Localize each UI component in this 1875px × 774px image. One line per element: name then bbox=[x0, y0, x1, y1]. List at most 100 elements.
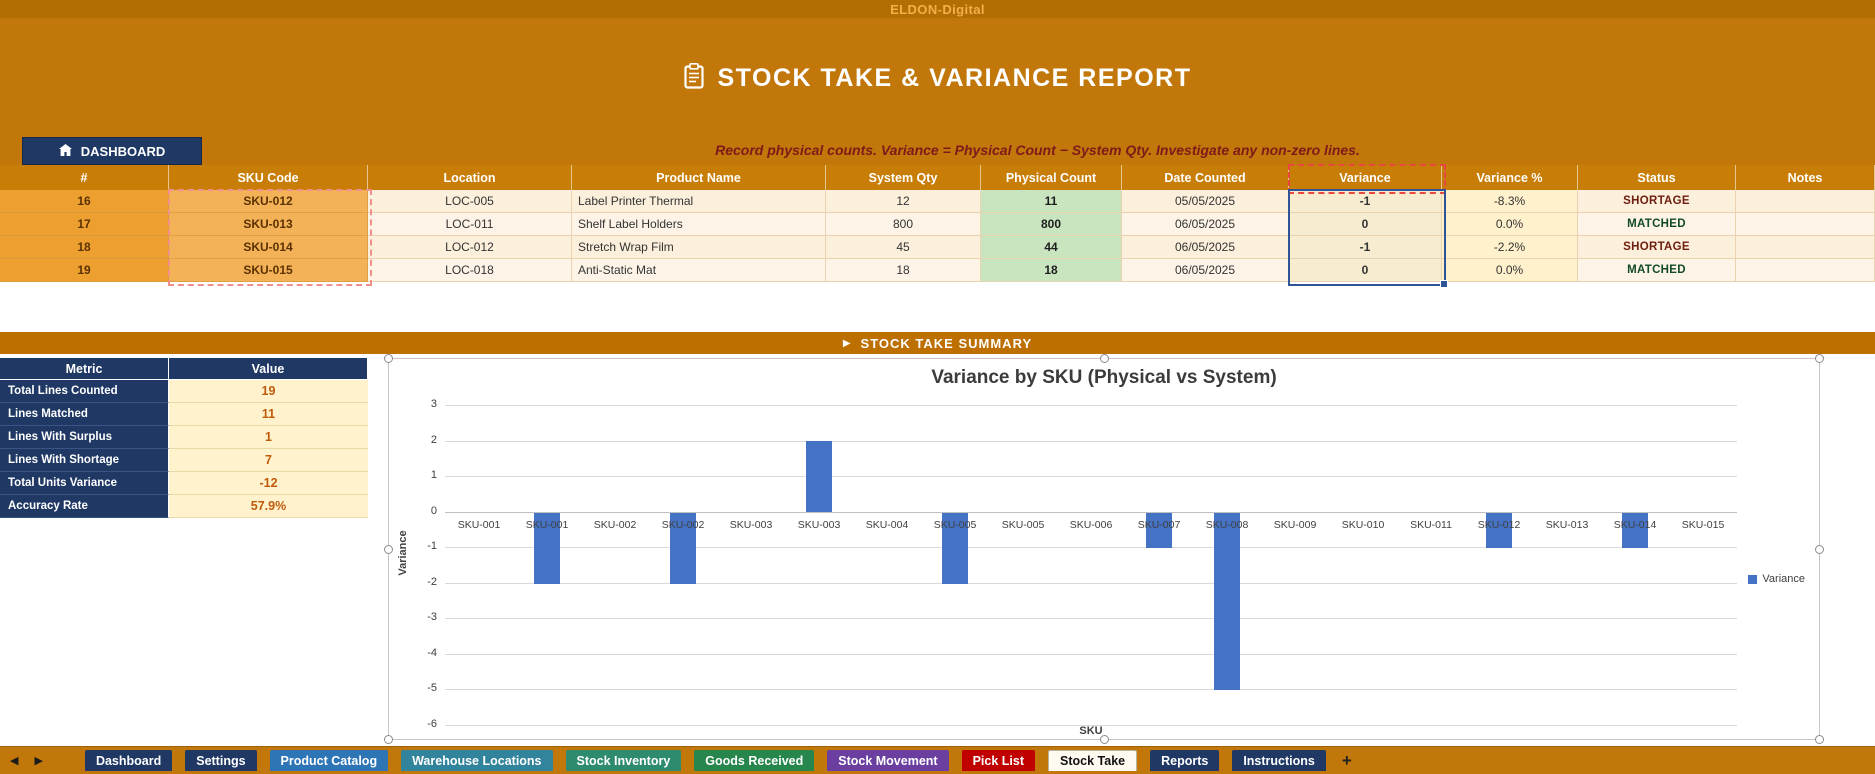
summary-value-cell[interactable]: 1 bbox=[169, 426, 368, 449]
cell-date-counted[interactable]: 05/05/2025 bbox=[1122, 190, 1289, 213]
cell-product-name[interactable]: Anti-Static Mat bbox=[572, 259, 826, 282]
column-header-status[interactable]: Status bbox=[1578, 165, 1736, 190]
chart-resize-handle[interactable] bbox=[1100, 735, 1109, 744]
cell-status[interactable]: SHORTAGE bbox=[1578, 190, 1736, 213]
cell-physical-count[interactable]: 18 bbox=[981, 259, 1122, 282]
column-header-date-counted[interactable]: Date Counted bbox=[1122, 165, 1289, 190]
chart-resize-handle[interactable] bbox=[1815, 545, 1824, 554]
cell-num[interactable]: 16 bbox=[0, 190, 169, 213]
bar-SKU-012[interactable] bbox=[1486, 512, 1512, 548]
cell-product-name[interactable]: Stretch Wrap Film bbox=[572, 236, 826, 259]
fill-handle[interactable] bbox=[1440, 280, 1448, 288]
summary-value-cell[interactable]: 7 bbox=[169, 449, 368, 472]
summary-band[interactable]: ▶ STOCK TAKE SUMMARY bbox=[0, 332, 1875, 354]
bar-SKU-008[interactable] bbox=[1214, 512, 1240, 690]
cell-system-qty[interactable]: 45 bbox=[826, 236, 981, 259]
column-header-variance[interactable]: Variance bbox=[1289, 165, 1442, 190]
summary-metric-cell[interactable]: Total Lines Counted bbox=[0, 380, 169, 403]
cell-date-counted[interactable]: 06/05/2025 bbox=[1122, 236, 1289, 259]
cell-num[interactable]: 17 bbox=[0, 213, 169, 236]
chart-resize-handle[interactable] bbox=[384, 545, 393, 554]
cell-notes[interactable] bbox=[1736, 213, 1875, 236]
column-header-product-name[interactable]: Product Name bbox=[572, 165, 826, 190]
sheet-tab-settings[interactable]: Settings bbox=[185, 750, 257, 771]
cell-variance[interactable]: -1 bbox=[1289, 236, 1442, 259]
cell-status[interactable]: MATCHED bbox=[1578, 259, 1736, 282]
cell-location[interactable]: LOC-005 bbox=[368, 190, 572, 213]
summary-value-cell[interactable]: 11 bbox=[169, 403, 368, 426]
cell-variance[interactable]: -1 bbox=[1289, 190, 1442, 213]
sheet-tab-dashboard[interactable]: Dashboard bbox=[84, 750, 173, 771]
cell-product-name[interactable]: Shelf Label Holders bbox=[572, 213, 826, 236]
summary-value-cell[interactable]: -12 bbox=[169, 472, 368, 495]
cell-sku-code[interactable]: SKU-013 bbox=[169, 213, 368, 236]
bar-SKU-005[interactable] bbox=[942, 512, 968, 584]
sheet-tab-stock-inventory[interactable]: Stock Inventory bbox=[565, 750, 682, 771]
summary-metric-cell[interactable]: Total Units Variance bbox=[0, 472, 169, 495]
sheet-tab-goods-received[interactable]: Goods Received bbox=[694, 750, 815, 771]
chart-resize-handle[interactable] bbox=[1100, 354, 1109, 363]
sheet-tab-reports[interactable]: Reports bbox=[1150, 750, 1220, 771]
column-header-sku-code[interactable]: SKU Code bbox=[169, 165, 368, 190]
cell-notes[interactable] bbox=[1736, 190, 1875, 213]
column-header-variance-pct[interactable]: Variance % bbox=[1442, 165, 1578, 190]
cell-sku-code[interactable]: SKU-015 bbox=[169, 259, 368, 282]
tab-scroll-right-icon[interactable]: ▶ bbox=[34, 755, 43, 767]
chart-resize-handle[interactable] bbox=[1815, 735, 1824, 744]
bar-SKU-014[interactable] bbox=[1622, 512, 1648, 548]
cell-variance[interactable]: 0 bbox=[1289, 213, 1442, 236]
cell-location[interactable]: LOC-012 bbox=[368, 236, 572, 259]
summary-value-cell[interactable]: 57.9% bbox=[169, 495, 368, 518]
bar-SKU-007[interactable] bbox=[1146, 512, 1172, 548]
summary-metric-cell[interactable]: Lines Matched bbox=[0, 403, 169, 426]
chart-resize-handle[interactable] bbox=[384, 735, 393, 744]
sheet-tab-instructions[interactable]: Instructions bbox=[1232, 750, 1326, 771]
chart-resize-handle[interactable] bbox=[1815, 354, 1824, 363]
cell-variance-pct[interactable]: -8.3% bbox=[1442, 190, 1578, 213]
cell-physical-count[interactable]: 44 bbox=[981, 236, 1122, 259]
variance-chart[interactable]: Variance by SKU (Physical vs System) 3 2 1… bbox=[384, 354, 1824, 744]
cell-notes[interactable] bbox=[1736, 236, 1875, 259]
cell-system-qty[interactable]: 800 bbox=[826, 213, 981, 236]
cell-sku-code[interactable]: SKU-012 bbox=[169, 190, 368, 213]
column-header-num[interactable]: # bbox=[0, 165, 169, 190]
add-sheet-button[interactable]: + bbox=[1341, 750, 1352, 770]
cell-system-qty[interactable]: 18 bbox=[826, 259, 981, 282]
bar-SKU-003[interactable] bbox=[806, 440, 832, 512]
summary-metric-cell[interactable]: Lines With Shortage bbox=[0, 449, 169, 472]
sheet-tab-pick-list[interactable]: Pick List bbox=[961, 750, 1036, 771]
cell-sku-code[interactable]: SKU-014 bbox=[169, 236, 368, 259]
cell-num[interactable]: 19 bbox=[0, 259, 169, 282]
cell-date-counted[interactable]: 06/05/2025 bbox=[1122, 259, 1289, 282]
cell-num[interactable]: 18 bbox=[0, 236, 169, 259]
summary-metric-cell[interactable]: Lines With Surplus bbox=[0, 426, 169, 449]
column-header-physical-count[interactable]: Physical Count bbox=[981, 165, 1122, 190]
cell-location[interactable]: LOC-018 bbox=[368, 259, 572, 282]
bar-SKU-002[interactable] bbox=[670, 512, 696, 584]
summary-metric-cell[interactable]: Accuracy Rate bbox=[0, 495, 169, 518]
sheet-tab-stock-movement[interactable]: Stock Movement bbox=[827, 750, 949, 771]
column-header-notes[interactable]: Notes bbox=[1736, 165, 1875, 190]
summary-value-cell[interactable]: 19 bbox=[169, 380, 368, 403]
bar-SKU-001[interactable] bbox=[534, 512, 560, 584]
cell-status[interactable]: SHORTAGE bbox=[1578, 236, 1736, 259]
cell-variance-pct[interactable]: 0.0% bbox=[1442, 213, 1578, 236]
cell-system-qty[interactable]: 12 bbox=[826, 190, 981, 213]
cell-date-counted[interactable]: 06/05/2025 bbox=[1122, 213, 1289, 236]
dashboard-button[interactable]: DASHBOARD bbox=[22, 137, 202, 165]
tab-scroll-left-icon[interactable]: ◀ bbox=[10, 755, 19, 767]
cell-physical-count[interactable]: 800 bbox=[981, 213, 1122, 236]
column-header-system-qty[interactable]: System Qty bbox=[826, 165, 981, 190]
sheet-tab-warehouse-locations[interactable]: Warehouse Locations bbox=[401, 750, 553, 771]
sheet-tab-product-catalog[interactable]: Product Catalog bbox=[269, 750, 389, 771]
sheet-tab-stock-take[interactable]: Stock Take bbox=[1048, 750, 1138, 771]
cell-physical-count[interactable]: 11 bbox=[981, 190, 1122, 213]
cell-product-name[interactable]: Label Printer Thermal bbox=[572, 190, 826, 213]
cell-variance-pct[interactable]: 0.0% bbox=[1442, 259, 1578, 282]
chart-resize-handle[interactable] bbox=[384, 354, 393, 363]
cell-variance[interactable]: 0 bbox=[1289, 259, 1442, 282]
cell-location[interactable]: LOC-011 bbox=[368, 213, 572, 236]
cell-status[interactable]: MATCHED bbox=[1578, 213, 1736, 236]
column-header-location[interactable]: Location bbox=[368, 165, 572, 190]
cell-variance-pct[interactable]: -2.2% bbox=[1442, 236, 1578, 259]
